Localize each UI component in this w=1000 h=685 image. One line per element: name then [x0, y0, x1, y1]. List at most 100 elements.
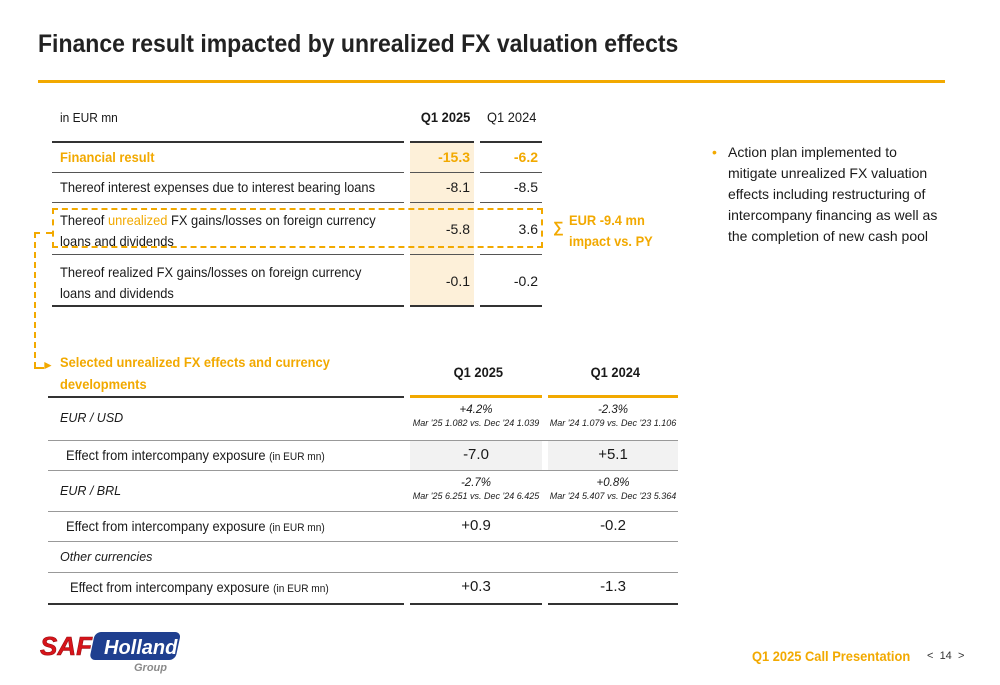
row-divider [480, 172, 542, 173]
svg-text:SAF: SAF [40, 631, 93, 661]
next-page-button[interactable]: > [957, 650, 965, 662]
fx-eur-brl-effect-q1-2024: -0.2 [600, 517, 626, 534]
q1-2025-highlight-column [410, 142, 474, 305]
row-realized-fx-label: Thereof realized FX gains/losses on fore… [60, 262, 361, 304]
saf-holland-logo: SAF Holland Group [40, 631, 181, 674]
row-divider [410, 254, 474, 255]
row-realized-fx-q1-2025: -0.1 [445, 273, 470, 289]
fx-other-effect-q1-2025: +0.3 [461, 578, 491, 595]
row-realized-fx-q1-2024: -0.2 [513, 273, 538, 289]
callout-line2: impact vs. PY [569, 233, 653, 249]
row-financial-result-q1-2025: -15.3 [438, 149, 470, 165]
fx-eur-usd-q1-2025-pct: +4.2% [459, 404, 493, 416]
effect-row-shade [548, 441, 678, 470]
fx-eur-usd-q1-2025-change: +4.2% Mar '25 1.082 vs. Dec '24 1.039 [410, 404, 542, 428]
fx-other-effect-label: Effect from intercompany exposure (in EU… [70, 579, 329, 595]
row-unrealized-fx-label-post: FX gains/losses on foreign currency [167, 212, 376, 228]
fx-eur-brl-q1-2025-rates: Mar '25 6.251 vs. Dec '24 6.425 [412, 491, 540, 501]
footer-presentation-title: Q1 2025 Call Presentation [752, 648, 911, 664]
fx-table-rule [48, 396, 404, 398]
row-financial-result-q1-2024: -6.2 [513, 149, 538, 165]
connector-dash-bottom [34, 367, 44, 369]
fx-currency-eur-brl: EUR / BRL [60, 484, 122, 498]
fx-col-header-q1-2024: Q1 2024 [590, 364, 641, 380]
fx-col-header-q1-2025: Q1 2025 [453, 364, 504, 380]
row-divider [52, 172, 404, 173]
effect-unit-text: (in EUR mn) [269, 451, 325, 463]
page-title: Finance result impacted by unrealized FX… [38, 30, 679, 58]
row-unrealized-fx-q1-2025: -5.8 [445, 221, 470, 237]
fx-other-effect-q1-2024: -1.3 [600, 578, 626, 595]
top-table-rule [480, 141, 542, 143]
fx-eur-brl-effect-label: Effect from intercompany exposure (in EU… [66, 518, 325, 534]
row-divider [48, 572, 678, 573]
row-divider [410, 202, 474, 203]
fx-eur-usd-effect-label: Effect from intercompany exposure (in EU… [66, 447, 325, 463]
fx-table-title: Selected unrealized FX effects and curre… [60, 351, 330, 395]
fx-eur-usd-effect-q1-2025: -7.0 [463, 446, 489, 463]
row-financial-result-label: Financial result [60, 149, 155, 165]
row-divider [52, 202, 404, 203]
effect-unit-text: (in EUR mn) [269, 522, 325, 534]
effect-label-text: Effect from intercompany exposure [66, 518, 266, 534]
row-divider [48, 511, 678, 512]
row-divider [52, 254, 404, 255]
fx-eur-brl-q1-2025-change: -2.7% Mar '25 6.251 vs. Dec '24 6.425 [410, 477, 542, 501]
fx-eur-usd-q1-2025-rates: Mar '25 1.082 vs. Dec '24 1.039 [412, 418, 540, 428]
top-table-bottom-rule [480, 305, 542, 307]
fx-table-bottom-rule [48, 603, 404, 605]
top-table-bottom-rule [410, 305, 474, 307]
row-divider [410, 172, 474, 173]
fx-table-bottom-rule [548, 603, 678, 605]
row-unrealized-fx-q1-2024: 3.6 [518, 221, 538, 237]
row-interest-expenses-label: Thereof interest expenses due to interes… [60, 179, 376, 195]
row-interest-expenses-q1-2024: -8.5 [513, 179, 538, 195]
connector-arrow-icon: ► [42, 358, 54, 372]
fx-currency-other: Other currencies [60, 550, 153, 564]
row-divider [48, 541, 678, 542]
fx-table-bottom-rule [410, 603, 542, 605]
unrealized-highlight-word: unrealized [107, 212, 168, 228]
prev-page-button[interactable]: < [927, 650, 934, 662]
fx-eur-brl-q1-2025-pct: -2.7% [460, 477, 492, 489]
page-number: 14 [939, 650, 952, 662]
row-realized-fx-label-line2: loans and dividends [60, 285, 174, 301]
row-unrealized-fx-label-line2: loans and dividends [60, 233, 174, 249]
row-divider [48, 470, 678, 471]
fx-table-title-line1: Selected unrealized FX effects and curre… [60, 354, 330, 370]
fx-eur-brl-q1-2024-pct: +0.8% [596, 477, 630, 489]
top-table-rule [52, 141, 404, 143]
fx-eur-brl-q1-2024-rates: Mar '24 5.407 vs. Dec '23 5.364 [549, 491, 677, 501]
fx-eur-usd-q1-2024-rates: Mar '24 1.079 vs. Dec '23 1.106 [549, 418, 677, 428]
col-header-q1-2025: Q1 2025 [420, 109, 471, 125]
fx-eur-usd-effect-q1-2024: +5.1 [598, 446, 628, 463]
bullet-dot-icon: • [712, 144, 717, 160]
row-unrealized-fx-label-pre: Thereof [60, 212, 108, 228]
svg-text:Group: Group [134, 662, 167, 674]
effect-label-text: Effect from intercompany exposure [66, 447, 266, 463]
connector-dash-vertical [34, 232, 36, 368]
unit-label: in EUR mn [60, 110, 118, 125]
effect-unit-text: (in EUR mn) [273, 583, 329, 595]
fx-col-q1-2025-orange-rule [410, 395, 542, 398]
callout-text: EUR -9.4 mn impact vs. PY [569, 210, 653, 252]
row-realized-fx-label-line1: Thereof realized FX gains/losses on fore… [60, 264, 362, 280]
fx-col-q1-2024-orange-rule [548, 395, 678, 398]
page-navigation: < 14 > [927, 650, 964, 662]
fx-eur-usd-q1-2024-change: -2.3% Mar '24 1.079 vs. Dec '23 1.106 [548, 404, 678, 428]
row-interest-expenses-q1-2025: -8.1 [445, 179, 470, 195]
row-divider [480, 202, 542, 203]
action-plan-bullet: • Action plan implemented to mitigate un… [712, 142, 942, 247]
row-divider [48, 440, 678, 441]
col-header-q1-2024: Q1 2024 [487, 109, 537, 125]
top-table-bottom-rule [52, 305, 404, 307]
effect-label-text: Effect from intercompany exposure [70, 579, 270, 595]
fx-table-title-line2: developments [60, 376, 147, 392]
unrealized-fx-dashed-box [52, 208, 543, 248]
fx-eur-brl-q1-2024-change: +0.8% Mar '24 5.407 vs. Dec '23 5.364 [548, 477, 678, 501]
fx-currency-eur-usd: EUR / USD [60, 411, 124, 425]
callout-line1: EUR -9.4 mn [569, 212, 645, 228]
title-underline [38, 80, 945, 83]
row-divider [480, 254, 542, 255]
connector-dash-top [34, 232, 52, 234]
